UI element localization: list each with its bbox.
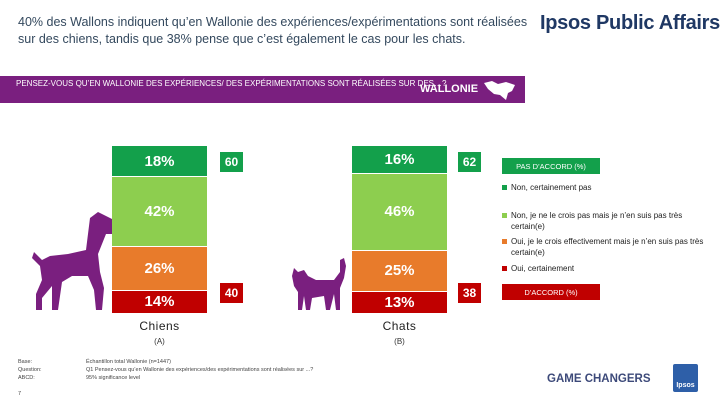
category-label: Chiens	[139, 319, 180, 333]
question-text: PENSEZ-VOUS QU’EN WALLONIE DES EXPÉRIENC…	[16, 79, 447, 88]
bar-segment: 16%	[352, 146, 447, 173]
region-label: WALLONIE	[420, 83, 479, 95]
bar-segment: 14%	[112, 289, 207, 313]
category-letter: (B)	[394, 337, 405, 346]
page-number: 7	[18, 391, 22, 397]
legend-label: Oui, certainement	[511, 264, 575, 273]
bar-stack-chats: 16% 46% 25% 13%	[352, 146, 447, 313]
base-label: Base:	[18, 359, 33, 365]
ipsos-logo: Ipsos	[673, 364, 698, 392]
legend-label: Non, je ne le crois pas mais je n’en sui…	[511, 211, 683, 231]
bar-segment: 26%	[112, 246, 207, 290]
legend-header-accord: D’ACCORD (%)	[502, 284, 600, 300]
base-value: Échantillon total Wallonie (n=1447)	[86, 359, 171, 365]
footer-values: Échantillon total Wallonie (n=1447) Q1 P…	[86, 358, 313, 382]
legend-item-non-pas-certain: Non, je ne le crois pas mais je n’en sui…	[502, 210, 717, 232]
bar-segment: 42%	[112, 176, 207, 247]
slide-title: 40% des Wallons indiquent qu’en Wallonie…	[18, 15, 528, 46]
legend-item-non-certainement-pas: Non, certainement pas	[502, 182, 717, 193]
footer-labels: Base: Question: ABCD:	[18, 358, 42, 382]
game-changers-tagline: GAME CHANGERS	[547, 373, 651, 385]
category-letter: (A)	[154, 337, 165, 346]
question-banner: PENSEZ-VOUS QU’EN WALLONIE DES EXPÉRIENC…	[0, 76, 525, 103]
dog-icon	[32, 212, 120, 310]
legend-label: Oui, je le crois effectivement mais je n…	[511, 237, 704, 257]
total-pas-accord: 60	[220, 152, 243, 172]
total-accord: 40	[220, 283, 243, 303]
bar-segment: 25%	[352, 249, 447, 292]
legend-item-oui-pas-certain: Oui, je le crois effectivement mais je n…	[502, 236, 717, 258]
legend-item-oui-certainement: Oui, certainement	[502, 263, 717, 274]
legend-header-pas-accord: PAS D’ACCORD (%)	[502, 158, 600, 174]
bar-segment: 46%	[352, 172, 447, 250]
bar-stack-chiens: 18% 42% 26% 14%	[112, 146, 207, 313]
total-accord: 38	[458, 283, 481, 303]
brand-logo: Ipsos Public Affairs	[540, 12, 720, 34]
cat-icon	[292, 258, 346, 310]
category-label: Chats	[382, 319, 417, 333]
question-value: Q1 Pensez-vous qu’en Wallonie des expéri…	[86, 367, 314, 373]
bar-segment: 18%	[112, 146, 207, 177]
abcd-label: ABCD:	[18, 375, 35, 381]
bar-segment: 13%	[352, 291, 447, 313]
question-label: Question:	[18, 367, 42, 373]
legend-label: Non, certainement pas	[511, 183, 592, 192]
abcd-value: 95% significance level	[86, 375, 141, 381]
total-pas-accord: 62	[458, 152, 481, 172]
wallonia-map-icon	[484, 81, 515, 100]
